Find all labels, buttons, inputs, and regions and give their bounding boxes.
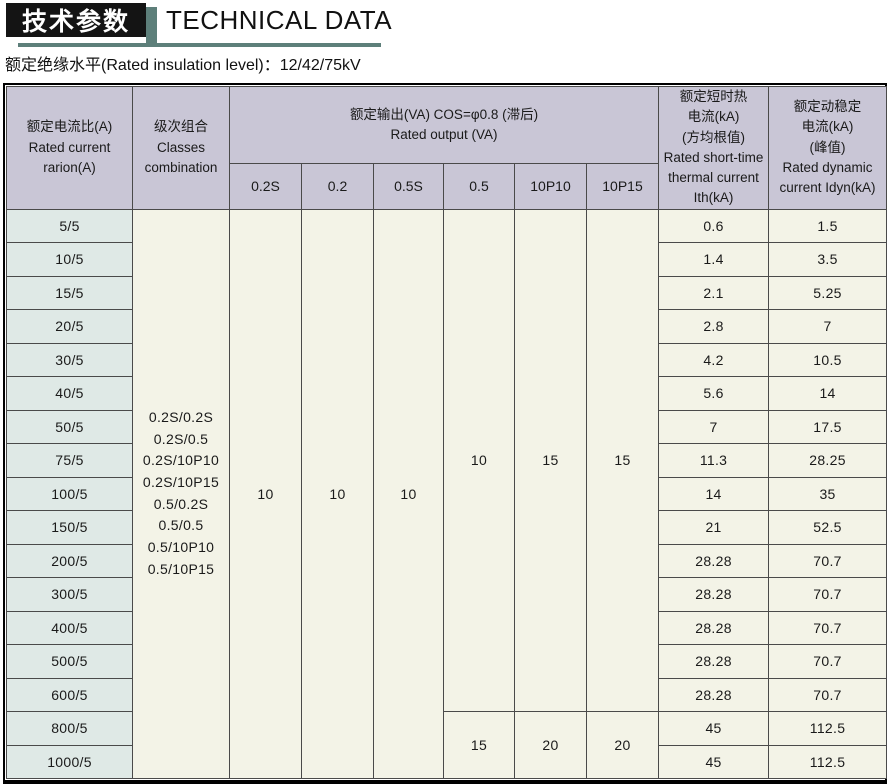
table-row: 500/5 28.28 70.7 bbox=[6, 644, 888, 679]
page-header: 技术参数 TECHNICAL DATA bbox=[3, 0, 887, 49]
title-zh-box: 技术参数 bbox=[6, 3, 146, 37]
classes-combination-cell: 0.2S/0.2S 0.2S/0.5 0.2S/10P10 0.2S/10P15… bbox=[132, 208, 230, 779]
ratio-cell: 40/5 bbox=[6, 376, 133, 411]
idyn-cell: 52.5 bbox=[768, 510, 888, 545]
idyn-cell: 10.5 bbox=[768, 342, 888, 377]
ratio-cell: 600/5 bbox=[6, 677, 133, 712]
ith-cell: 0.6 bbox=[658, 208, 770, 243]
subcol-header-05: 0.5 bbox=[443, 163, 515, 210]
idyn-cell: 70.7 bbox=[768, 644, 888, 679]
ratio-cell: 800/5 bbox=[6, 711, 133, 746]
output-05S-cell: 10 bbox=[373, 208, 444, 779]
idyn-cell: 112.5 bbox=[768, 711, 888, 746]
table-row: 800/5 15 20 20 45 112.5 bbox=[6, 711, 888, 779]
ith-cell: 28.28 bbox=[658, 543, 770, 578]
title-accent-bar bbox=[146, 7, 157, 47]
ratio-cell: 30/5 bbox=[6, 342, 133, 377]
ratio-cell: 150/5 bbox=[6, 510, 133, 545]
ith-cell: 21 bbox=[658, 510, 770, 545]
idyn-cell: 1.5 bbox=[768, 208, 888, 243]
ith-cell: 7 bbox=[658, 409, 770, 444]
ith-cell: 28.28 bbox=[658, 677, 770, 712]
ratio-cell: 5/5 bbox=[6, 208, 133, 243]
ratio-cell: 10/5 bbox=[6, 242, 133, 277]
col-header-rated-output-group: 额定输出(VA) COS=φ0.8 (滞后) Rated output (VA) bbox=[228, 85, 660, 165]
table-row: 300/5 28.28 70.7 bbox=[6, 577, 888, 612]
ith-cell: 5.6 bbox=[658, 376, 770, 411]
table-row: 150/5 21 52.5 bbox=[6, 510, 888, 545]
output-10P15-upper-cell: 15 bbox=[585, 208, 660, 712]
ratio-cell: 1000/5 bbox=[6, 744, 133, 779]
ith-cell: 28.28 bbox=[658, 577, 770, 612]
subcol-header-05S: 0.5S bbox=[373, 163, 444, 210]
idyn-cell: 7 bbox=[768, 309, 888, 344]
idyn-cell: 70.7 bbox=[768, 677, 888, 712]
title-underline bbox=[18, 43, 381, 47]
ith-cell: 45 bbox=[658, 744, 770, 779]
technical-data-table-frame: 额定电流比(A) Rated current rarion(A) 级次组合 Cl… bbox=[3, 83, 888, 784]
ratio-cell: 200/5 bbox=[6, 543, 133, 578]
ratio-cell: 50/5 bbox=[6, 409, 133, 444]
col-header-classes-combination: 级次组合 Classes combination bbox=[132, 86, 230, 210]
ith-cell: 14 bbox=[658, 476, 770, 511]
table-row: 5/5 0.2S/0.2S 0.2S/0.5 0.2S/10P10 0.2S/1… bbox=[6, 208, 888, 779]
page-title-en: TECHNICAL DATA bbox=[166, 5, 393, 35]
ith-cell: 28.28 bbox=[658, 610, 770, 645]
ratio-cell: 300/5 bbox=[6, 577, 133, 612]
col-header-rated-current-ratio: 额定电流比(A) Rated current rarion(A) bbox=[6, 86, 133, 210]
table-row: 20/5 2.8 7 bbox=[6, 309, 888, 344]
idyn-cell: 5.25 bbox=[768, 275, 888, 310]
output-02S-cell: 10 bbox=[229, 208, 302, 779]
idyn-cell: 70.7 bbox=[768, 543, 888, 578]
technical-data-table: 额定电流比(A) Rated current rarion(A) 级次组合 Cl… bbox=[6, 85, 888, 779]
subcol-header-02S: 0.2S bbox=[229, 163, 302, 210]
ratio-cell: 500/5 bbox=[6, 644, 133, 679]
idyn-cell: 70.7 bbox=[768, 577, 888, 612]
ratio-cell: 100/5 bbox=[6, 476, 133, 511]
idyn-cell: 14 bbox=[768, 376, 888, 411]
output-02-cell: 10 bbox=[301, 208, 374, 779]
output-10P10-lower-cell: 20 bbox=[514, 711, 587, 779]
idyn-cell: 3.5 bbox=[768, 242, 888, 277]
table-row: 100/5 14 35 bbox=[6, 476, 888, 511]
idyn-cell: 112.5 bbox=[768, 744, 888, 779]
ratio-cell: 75/5 bbox=[6, 443, 133, 478]
output-10P15-lower-cell: 20 bbox=[585, 711, 660, 779]
subcol-header-10P15: 10P15 bbox=[585, 163, 660, 210]
table-row: 400/5 28.28 70.7 bbox=[6, 610, 888, 645]
rated-insulation-level-line: 额定绝缘水平(Rated insulation level)：12/42/75k… bbox=[5, 57, 361, 74]
output-05-upper-cell: 10 bbox=[443, 208, 515, 712]
table-row: 15/5 2.1 5.25 bbox=[6, 275, 888, 310]
ratio-cell: 20/5 bbox=[6, 309, 133, 344]
ith-cell: 11.3 bbox=[658, 443, 770, 478]
subcol-header-02: 0.2 bbox=[301, 163, 374, 210]
idyn-cell: 28.25 bbox=[768, 443, 888, 478]
ith-cell: 4.2 bbox=[658, 342, 770, 377]
output-10P10-upper-cell: 15 bbox=[514, 208, 587, 712]
ith-cell: 28.28 bbox=[658, 644, 770, 679]
ith-cell: 2.1 bbox=[658, 275, 770, 310]
col-header-short-time-thermal-current: 额定短时热 电流(kA) (方均根值) Rated short-time the… bbox=[658, 86, 770, 210]
ratio-cell: 400/5 bbox=[6, 610, 133, 645]
table-row: 75/5 11.3 28.25 bbox=[6, 443, 888, 478]
table-row: 10/5 1.4 3.5 bbox=[6, 242, 888, 277]
page-title-zh: 技术参数 bbox=[21, 8, 130, 36]
idyn-cell: 70.7 bbox=[768, 610, 888, 645]
subcol-header-10P10: 10P10 bbox=[514, 163, 587, 210]
idyn-cell: 35 bbox=[768, 476, 888, 511]
table-row: 1000/5 45 112.5 bbox=[6, 744, 888, 779]
col-header-dynamic-current: 额定动稳定 电流(kA) (峰值) Rated dynamic current … bbox=[768, 86, 888, 210]
ith-cell: 1.4 bbox=[658, 242, 770, 277]
ratio-cell: 15/5 bbox=[6, 275, 133, 310]
table-row: 50/5 7 17.5 bbox=[6, 409, 888, 444]
table-row: 600/5 28.28 70.7 bbox=[6, 677, 888, 712]
idyn-cell: 17.5 bbox=[768, 409, 888, 444]
ith-cell: 45 bbox=[658, 711, 770, 746]
ith-cell: 2.8 bbox=[658, 309, 770, 344]
output-05-lower-cell: 15 bbox=[443, 711, 515, 779]
